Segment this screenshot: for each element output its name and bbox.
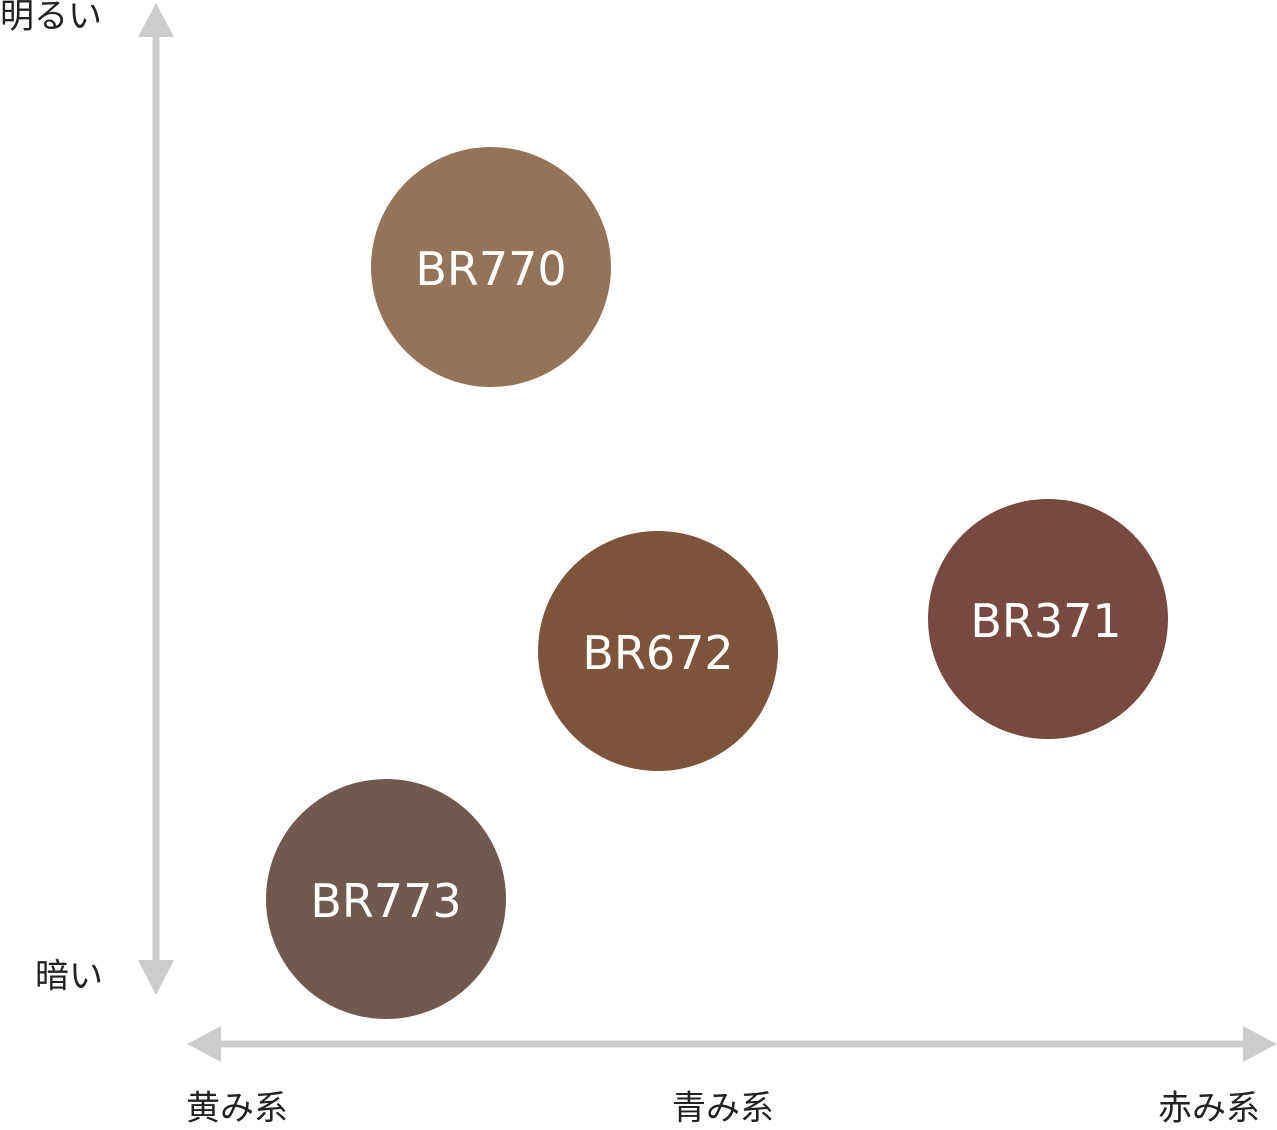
axis-label: 黄み系	[186, 1089, 288, 1129]
vertical-axis	[138, 3, 174, 995]
arrowhead	[138, 3, 174, 37]
node-circle	[928, 499, 1168, 739]
horizontal-axis	[187, 1026, 1277, 1062]
axis-label: 赤み系	[1158, 1089, 1260, 1129]
axis-label: 青み系	[672, 1089, 774, 1129]
node: BR770	[371, 147, 611, 387]
arrowhead	[138, 960, 174, 995]
node-circle	[538, 531, 778, 771]
arrowhead	[1243, 1026, 1277, 1062]
node-circle	[266, 779, 506, 1019]
node: BR371	[928, 499, 1168, 739]
arrowhead	[187, 1026, 221, 1062]
axis-label: 明るい	[0, 0, 102, 37]
axis-label: 暗い	[35, 957, 103, 997]
node-label: BR371	[970, 594, 1121, 648]
node-label: BR773	[310, 874, 461, 928]
node-circle	[371, 147, 611, 387]
node-label: BR672	[582, 626, 733, 680]
node-label: BR770	[415, 242, 566, 296]
node: BR773	[266, 779, 506, 1019]
node: BR672	[538, 531, 778, 771]
